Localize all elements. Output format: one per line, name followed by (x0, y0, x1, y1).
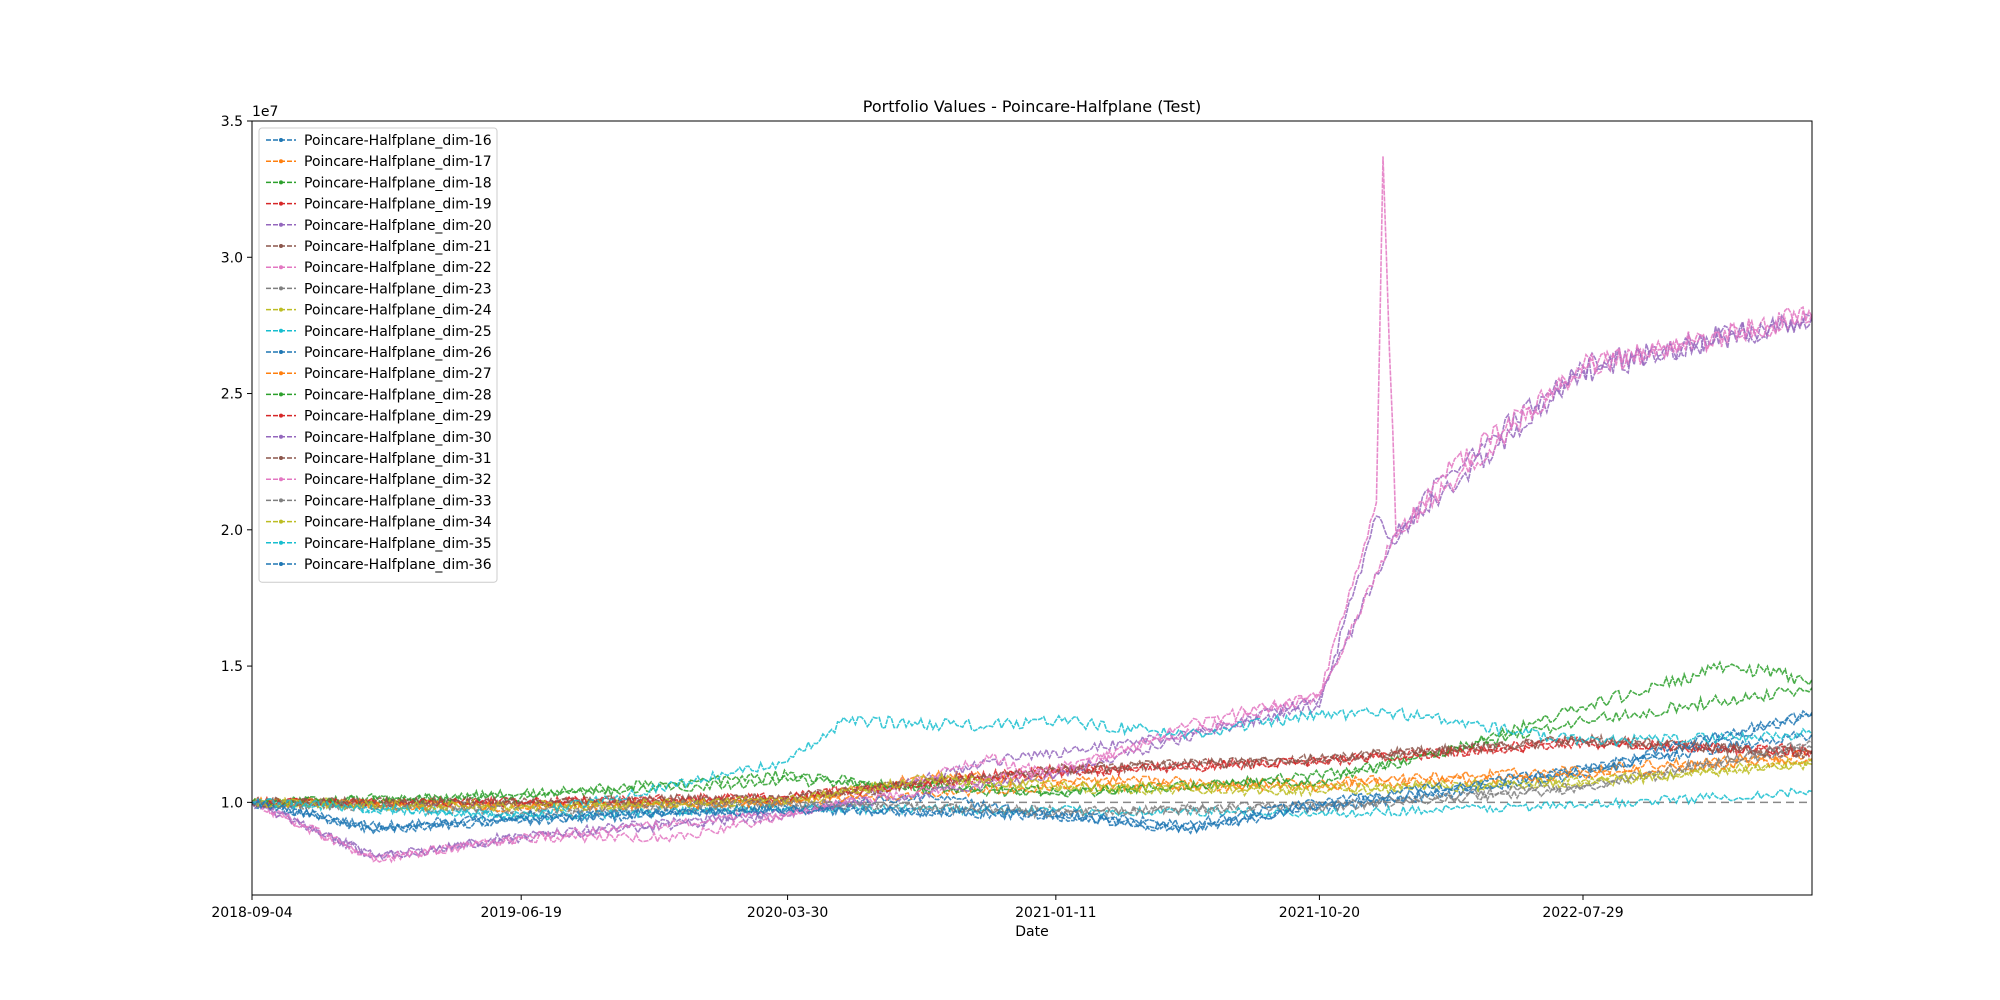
series-line-34 (252, 757, 1812, 814)
series-line-32 (252, 305, 1812, 863)
series-line-36 (252, 709, 1812, 832)
legend-label-26: Poincare-Halfplane_dim-26 (304, 345, 492, 361)
legend-marker-25 (279, 328, 283, 333)
series-line-28 (252, 686, 1812, 807)
series-line-24 (252, 760, 1812, 811)
legend-marker-33 (279, 498, 283, 503)
x-tick-label: 2020-03-30 (747, 905, 828, 921)
legend-label-19: Poincare-Halfplane_dim-19 (304, 197, 492, 213)
legend-marker-22 (279, 265, 283, 270)
y-tick-label: 1.0 (221, 795, 243, 811)
legend-marker-19 (279, 201, 283, 206)
legend-label-35: Poincare-Halfplane_dim-35 (304, 536, 492, 552)
legend-label-36: Poincare-Halfplane_dim-36 (304, 557, 492, 573)
legend-label-25: Poincare-Halfplane_dim-25 (304, 324, 492, 340)
legend-label-33: Poincare-Halfplane_dim-33 (304, 493, 492, 509)
legend-label-22: Poincare-Halfplane_dim-22 (304, 260, 492, 276)
x-tick-label: 2021-10-20 (1279, 905, 1360, 921)
legend-marker-34 (279, 519, 283, 524)
legend-marker-32 (279, 477, 283, 482)
series-line-21 (252, 734, 1812, 809)
legend-label-31: Poincare-Halfplane_dim-31 (304, 451, 492, 467)
x-tick-label: 2021-01-11 (1015, 905, 1096, 921)
x-tick-label: 2018-09-04 (211, 905, 292, 921)
y-axis: 1.0 1.5 2.0 2.5 3.0 3.5 (221, 114, 252, 811)
y-scale-label: 1e7 (252, 104, 278, 120)
legend-marker-26 (279, 350, 283, 354)
y-tick-label: 1.5 (221, 659, 243, 675)
legend-marker-20 (279, 222, 283, 227)
legend-label-17: Poincare-Halfplane_dim-17 (304, 154, 492, 170)
legend: Poincare-Halfplane_dim-16 Poincare-Halfpl… (258, 127, 498, 583)
legend-marker-18 (279, 180, 283, 185)
legend-marker-23 (279, 286, 283, 291)
legend-marker-36 (279, 562, 283, 566)
legend-label-24: Poincare-Halfplane_dim-24 (304, 303, 492, 319)
legend-label-16: Poincare-Halfplane_dim-16 (304, 133, 492, 149)
chart-title: Portfolio Values - Poincare-Halfplane (T… (863, 97, 1201, 116)
x-axis-label: Date (1015, 924, 1048, 940)
legend-label-30: Poincare-Halfplane_dim-30 (304, 430, 492, 446)
series-line-18 (252, 660, 1812, 809)
series-group (252, 156, 1812, 864)
legend-label-20: Poincare-Halfplane_dim-20 (304, 218, 492, 234)
legend-box (258, 127, 498, 583)
legend-label-29: Poincare-Halfplane_dim-29 (304, 409, 492, 425)
y-tick-label: 3.0 (221, 250, 243, 266)
legend-marker-30 (279, 434, 283, 439)
legend-label-28: Poincare-Halfplane_dim-28 (304, 387, 492, 403)
legend-marker-29 (279, 413, 283, 418)
legend-marker-35 (279, 540, 283, 545)
x-axis: 2018-09-04 2019-06-19 2020-03-30 2021-01-11… (211, 895, 1624, 921)
legend-label-32: Poincare-Halfplane_dim-32 (304, 472, 492, 488)
y-tick-label: 2.5 (221, 387, 243, 403)
y-tick-label: 3.5 (221, 114, 243, 130)
legend-marker-28 (279, 392, 283, 397)
legend-marker-24 (279, 307, 283, 312)
y-tick-label: 2.0 (221, 523, 243, 539)
series-line-33 (252, 740, 1812, 820)
legend-marker-21 (279, 244, 283, 248)
series-line-35 (252, 706, 1812, 821)
legend-marker-16 (279, 138, 283, 142)
legend-label-27: Poincare-Halfplane_dim-27 (304, 366, 492, 382)
x-tick-label: 2019-06-19 (481, 905, 562, 921)
legend-label-34: Poincare-Halfplane_dim-34 (304, 515, 492, 531)
legend-marker-31 (279, 456, 283, 460)
x-tick-label: 2022-07-29 (1542, 905, 1623, 921)
plot-frame (251, 120, 1813, 896)
legend-label-23: Poincare-Halfplane_dim-23 (304, 281, 492, 297)
legend-marker-17 (279, 159, 283, 164)
legend-label-21: Poincare-Halfplane_dim-21 (304, 239, 492, 255)
legend-marker-27 (279, 371, 283, 376)
legend-label-18: Poincare-Halfplane_dim-18 (304, 175, 492, 191)
